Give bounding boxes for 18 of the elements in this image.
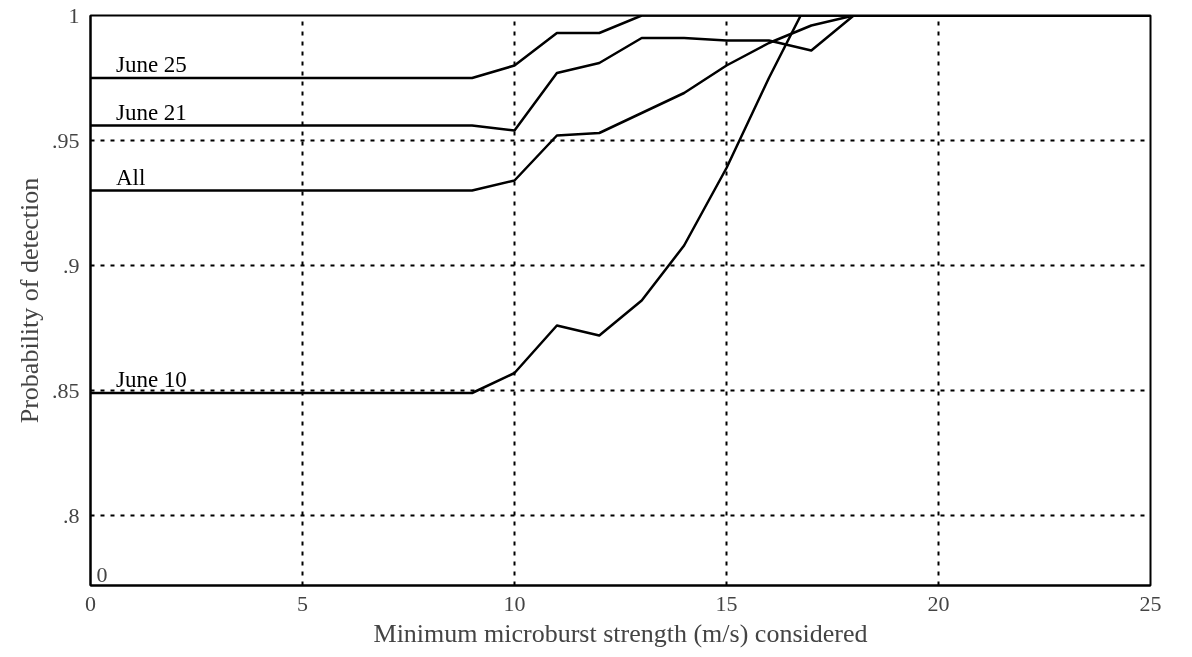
y-tick-label: 1: [68, 2, 80, 28]
series-label: June 10: [115, 367, 187, 392]
y-tick-label: .95: [52, 127, 80, 153]
x-axis-title: Minimum microburst strength (m/s) considered: [373, 618, 868, 648]
x-tick-label: 5: [297, 590, 308, 616]
x-tick-label: 20: [927, 590, 950, 616]
y-tick-label: .85: [52, 377, 80, 403]
annotation: 0: [96, 561, 108, 587]
x-tick-label: 10: [503, 590, 526, 616]
x-tick-label: 15: [715, 590, 738, 616]
series-label: June 21: [115, 99, 187, 125]
x-tick-label: 0: [85, 590, 96, 616]
y-tick-label: .9: [63, 252, 80, 278]
x-tick-label: 25: [1139, 590, 1162, 616]
y-axis-title: Probability of detection: [15, 177, 44, 424]
series-label: All: [115, 164, 146, 190]
y-tick-label: .8: [63, 502, 80, 528]
series-label: June 25: [115, 52, 187, 77]
